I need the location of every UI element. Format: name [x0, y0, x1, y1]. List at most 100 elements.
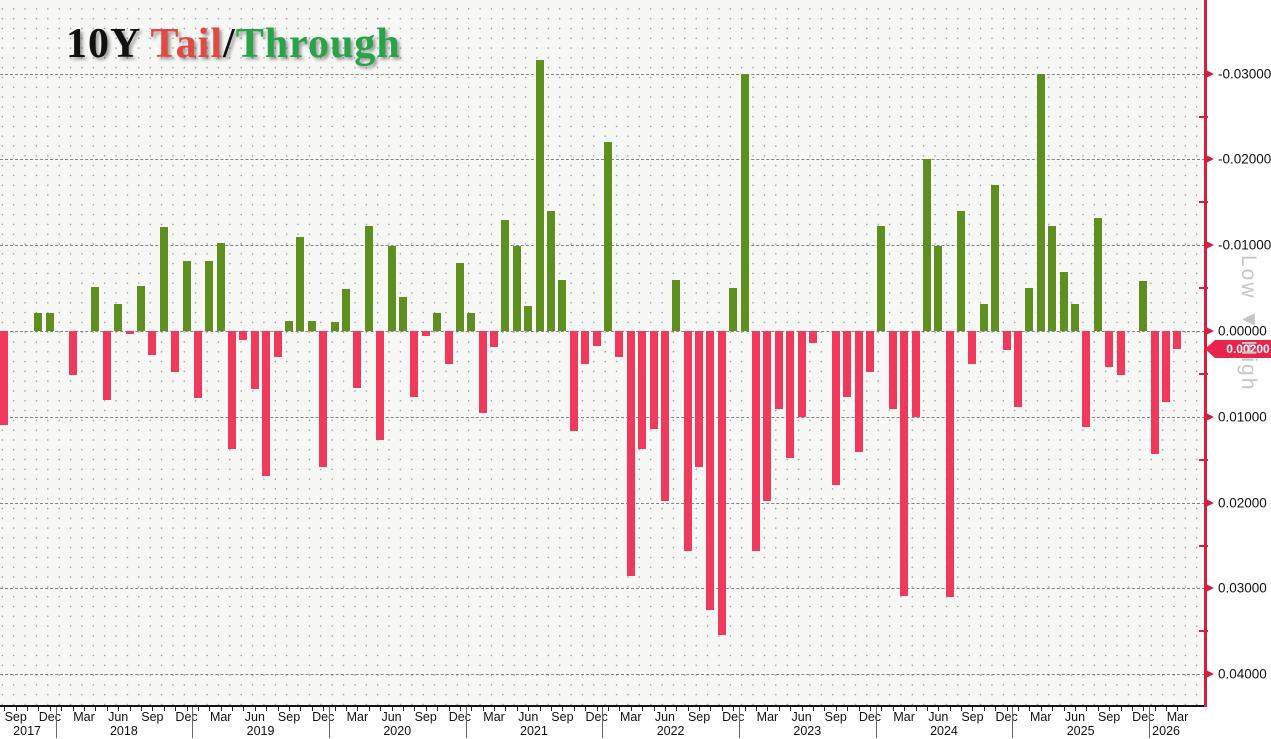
bar-oct-2019 — [296, 237, 305, 331]
gridline--0.03000 — [0, 73, 1205, 75]
bar-may-2023 — [786, 331, 795, 458]
x-axis-minor-tick — [482, 706, 484, 711]
y-axis-label: 0.03000 — [1218, 580, 1267, 596]
x-axis-minor-tick — [653, 706, 655, 711]
bar-feb-2024 — [888, 331, 897, 410]
bar-dec-2017 — [45, 312, 54, 331]
x-axis-month-label: Jun — [244, 710, 265, 724]
x-axis-minor-tick — [380, 706, 382, 711]
x-axis-month-label: Dec — [1132, 710, 1155, 724]
y-axis-label: -0.02000 — [1218, 151, 1271, 167]
bar-jun-2020 — [387, 246, 396, 331]
x-axis-minor-tick — [1177, 706, 1179, 711]
x-axis-minor-tick — [949, 706, 951, 711]
bar-feb-2019 — [205, 260, 214, 331]
bar-mar-2026 — [1173, 331, 1182, 350]
x-axis-minor-tick — [630, 706, 632, 711]
x-axis-minor-tick — [289, 706, 291, 711]
x-axis-minor-tick — [824, 706, 826, 711]
x-axis-month-label: Jun — [518, 710, 539, 724]
x-axis-month-label: Sep — [414, 710, 437, 724]
plot-area — [0, 0, 1205, 705]
bar-feb-2023 — [752, 331, 761, 551]
x-axis-year-label: 2023 — [793, 724, 822, 738]
bar-nov-2018 — [171, 331, 180, 373]
x-axis-month-label: Dec — [722, 710, 745, 724]
y-tick-arrow-icon — [1206, 327, 1214, 335]
bar-oct-2020 — [433, 312, 442, 331]
bar-may-2019 — [239, 331, 248, 340]
x-axis-year-label: 2026 — [1152, 724, 1180, 738]
x-axis-month-label: Dec — [38, 710, 61, 724]
x-axis-minor-tick — [847, 706, 849, 711]
x-axis-minor-tick — [402, 706, 404, 711]
bar-jan-2026 — [1150, 331, 1159, 454]
x-axis-minor-tick — [334, 706, 336, 711]
x-axis-minor-tick — [881, 706, 883, 711]
bar-mar-2023 — [763, 331, 772, 501]
y-axis-minor-tick — [1199, 458, 1208, 461]
x-axis-month-label: Mar — [1166, 710, 1189, 724]
x-axis-minor-tick — [129, 706, 131, 711]
bar-sep-2021 — [558, 280, 567, 331]
x-axis-minor-tick — [152, 706, 154, 711]
x-axis-minor-tick — [494, 706, 496, 711]
bar-mar-2019 — [216, 243, 225, 331]
x-axis-minor-tick — [904, 706, 906, 711]
x-axis-month-label: Sep — [4, 710, 27, 724]
x-axis-minor-tick — [84, 706, 86, 711]
bar-jun-2024 — [934, 246, 943, 331]
y-axis-minor-tick — [1199, 115, 1208, 118]
x-axis-month-label: Sep — [551, 710, 574, 724]
bar-may-2020 — [376, 331, 385, 440]
x-axis-minor-tick — [699, 706, 701, 711]
x-axis-month-label: Sep — [824, 710, 847, 724]
bar-dec-2020 — [455, 263, 464, 331]
bar-mar-2025 — [1036, 73, 1045, 331]
x-axis-month-label: Sep — [687, 710, 711, 724]
x-axis-minor-tick — [232, 706, 234, 711]
x-axis-minor-tick — [528, 706, 530, 711]
x-axis-minor-tick — [790, 706, 792, 711]
y-axis-label: 0.04000 — [1218, 666, 1267, 682]
x-axis-month-label: Mar — [209, 710, 232, 724]
bar-feb-2025 — [1025, 288, 1034, 331]
x-axis-line — [0, 705, 1206, 707]
x-axis-minor-tick — [869, 706, 871, 711]
y-axis-label: -0.03000 — [1218, 66, 1271, 82]
x-axis-month-label: Sep — [961, 710, 984, 724]
x-axis-minor-tick — [858, 706, 860, 711]
x-axis-minor-tick — [1074, 706, 1076, 711]
bar-sep-2018 — [148, 331, 157, 356]
bar-apr-2018 — [91, 287, 100, 331]
bar-nov-2019 — [307, 320, 316, 331]
bar-nov-2017 — [34, 312, 43, 331]
x-axis-month-label: Jun — [928, 710, 949, 724]
x-axis-minor-tick — [220, 706, 222, 711]
y-tick-arrow-icon — [1206, 69, 1214, 78]
bar-feb-2018 — [68, 331, 77, 375]
y-axis-minor-tick — [1199, 287, 1208, 290]
x-axis-minor-tick — [1143, 706, 1145, 711]
x-axis-minor-tick — [72, 706, 74, 711]
x-axis-month-label: Mar — [893, 710, 915, 724]
x-axis-minor-tick — [1154, 706, 1156, 711]
x-axis-minor-tick — [27, 706, 29, 711]
year-separator — [192, 707, 194, 738]
bar-jun-2019 — [250, 331, 259, 390]
x-axis-minor-tick — [38, 706, 40, 711]
bar-jul-2023 — [808, 331, 817, 343]
bar-apr-2021 — [501, 220, 510, 331]
bar-feb-2021 — [478, 331, 487, 414]
x-axis-month-label: Mar — [73, 710, 95, 724]
x-axis-month-label: Dec — [448, 710, 472, 724]
x-axis-minor-tick — [801, 706, 803, 711]
x-axis-minor-tick — [243, 706, 245, 711]
x-axis-year-label: 2020 — [383, 724, 412, 738]
x-axis-minor-tick — [562, 706, 564, 711]
x-axis-minor-tick — [687, 706, 689, 711]
title-tail-word: Tail — [150, 21, 224, 67]
bar-dec-2022 — [729, 288, 738, 331]
year-separator — [328, 707, 330, 738]
x-axis-minor-tick — [710, 706, 712, 711]
